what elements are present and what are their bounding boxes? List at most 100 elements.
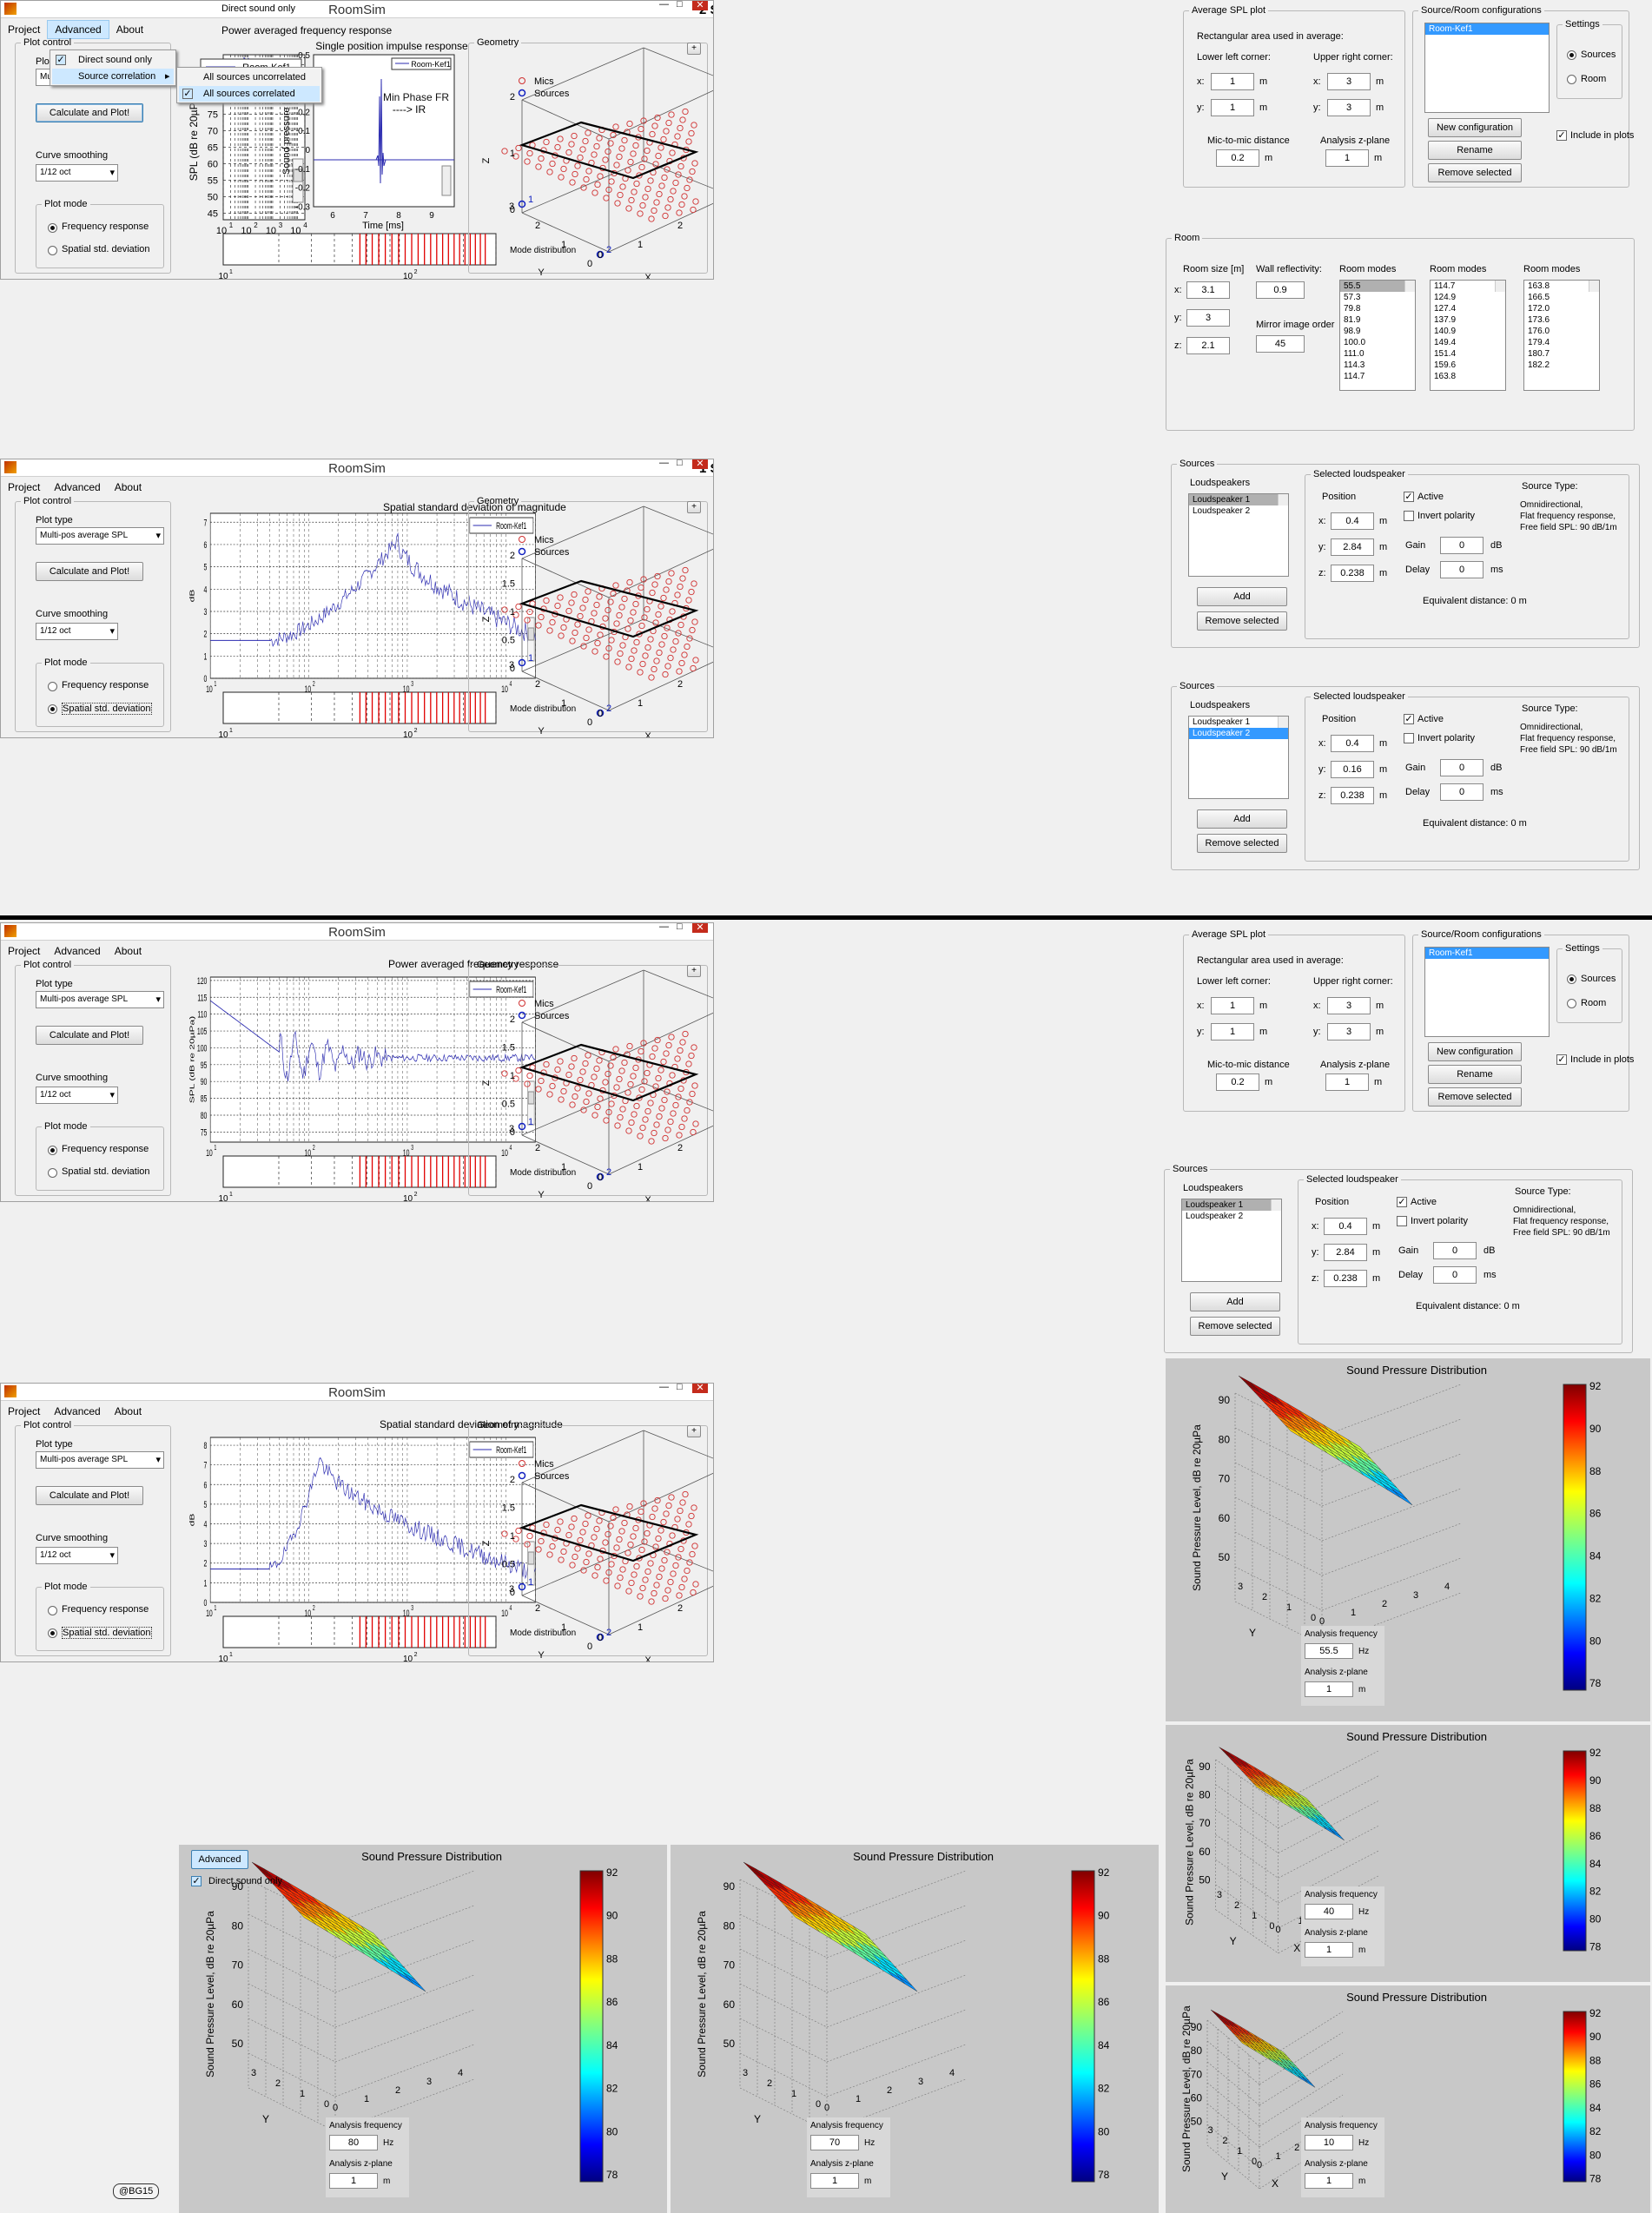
- loudspeaker-list[interactable]: Loudspeaker 1 Loudspeaker 2: [1181, 1199, 1282, 1282]
- delay-input[interactable]: 0: [1440, 783, 1483, 801]
- spatial-std-radio[interactable]: [48, 704, 57, 714]
- analysis-frequency-input[interactable]: 55.5: [1305, 1643, 1353, 1659]
- scrollbar[interactable]: [1278, 494, 1288, 505]
- pos-y-input[interactable]: 0.16: [1331, 761, 1374, 778]
- upper-right-x-input[interactable]: 3: [1327, 997, 1371, 1014]
- pos-y-input[interactable]: 2.84: [1331, 538, 1374, 556]
- pos-x-input[interactable]: 0.4: [1324, 1218, 1367, 1235]
- close-icon[interactable]: ✕: [692, 459, 708, 469]
- config-list-item[interactable]: Room-Kef1: [1425, 23, 1549, 35]
- calculate-button[interactable]: Calculate and Plot!: [36, 1026, 143, 1045]
- room-mode-item[interactable]: 166.5: [1528, 293, 1550, 302]
- active-checkbox[interactable]: ✓: [1404, 714, 1414, 724]
- delay-input[interactable]: 0: [1433, 1266, 1477, 1284]
- add-loudspeaker-button[interactable]: Add: [1197, 809, 1287, 829]
- room-x-input[interactable]: 3.1: [1186, 281, 1230, 299]
- geometry-expand-button[interactable]: +: [687, 1425, 701, 1437]
- include-in-plots-checkbox[interactable]: ✓: [1556, 130, 1567, 141]
- plot-type-select[interactable]: Multi-pos average SPL: [36, 991, 164, 1008]
- room-mode-item[interactable]: 163.8: [1528, 281, 1550, 291]
- spatial-std-radio[interactable]: [48, 1628, 57, 1638]
- menu-about[interactable]: About: [114, 481, 142, 493]
- room-mode-item[interactable]: 127.4: [1434, 304, 1457, 314]
- upper-right-y-input[interactable]: 3: [1327, 1023, 1371, 1040]
- add-loudspeaker-button[interactable]: Add: [1190, 1292, 1280, 1311]
- new-configuration-button[interactable]: New configuration: [1428, 1042, 1522, 1061]
- loudspeaker-1-item[interactable]: Loudspeaker 1: [1189, 494, 1288, 505]
- invert-polarity-checkbox[interactable]: [1404, 733, 1414, 743]
- all-correlated-item[interactable]: ✓ All sources correlated: [179, 86, 320, 102]
- plot-expand-button[interactable]: +: [713, 501, 714, 513]
- room-mode-item[interactable]: 57.3: [1344, 293, 1361, 302]
- pos-y-input[interactable]: 2.84: [1324, 1244, 1367, 1261]
- menu-advanced[interactable]: Advanced: [47, 20, 109, 39]
- maximize-icon[interactable]: □: [677, 459, 683, 468]
- active-checkbox[interactable]: ✓: [1404, 492, 1414, 502]
- loudspeaker-1-item[interactable]: Loudspeaker 1: [1182, 1199, 1281, 1211]
- spatial-std-radio[interactable]: [48, 246, 57, 255]
- lower-left-x-input[interactable]: 1: [1211, 997, 1254, 1014]
- room-mode-item[interactable]: 140.9: [1434, 327, 1457, 336]
- freq-response-radio[interactable]: [48, 1606, 57, 1615]
- room-mode-item[interactable]: 172.0: [1528, 304, 1550, 314]
- room-mode-item[interactable]: 173.6: [1528, 315, 1550, 325]
- delay-input[interactable]: 0: [1440, 561, 1483, 578]
- gain-input[interactable]: 0: [1433, 1242, 1477, 1259]
- room-modes-list[interactable]: 163.8 166.5 172.0 173.6 176.0 179.4 180.7 182.2: [1523, 280, 1600, 391]
- loudspeaker-2-item[interactable]: Loudspeaker 2: [1189, 728, 1288, 739]
- loudspeaker-list[interactable]: Loudspeaker 1 Loudspeaker 2: [1188, 493, 1289, 577]
- scrollbar[interactable]: [1589, 281, 1599, 292]
- loudspeaker-2-item[interactable]: Loudspeaker 2: [1193, 506, 1251, 516]
- room-z-input[interactable]: 2.1: [1186, 337, 1230, 354]
- remove-loudspeaker-button[interactable]: Remove selected: [1190, 1317, 1280, 1336]
- room-mode-item[interactable]: 98.9: [1344, 327, 1361, 336]
- analysis-zplane-input[interactable]: 1: [1305, 1942, 1353, 1958]
- room-mode-item[interactable]: 137.9: [1434, 315, 1457, 325]
- config-list[interactable]: Room-Kef1: [1424, 23, 1550, 113]
- curve-smoothing-select[interactable]: 1/12 oct: [36, 164, 118, 182]
- gain-input[interactable]: 0: [1440, 537, 1483, 554]
- analysis-zplane-input[interactable]: 1: [1305, 2173, 1353, 2189]
- room-mode-item[interactable]: 79.8: [1344, 304, 1361, 314]
- loudspeaker-list[interactable]: Loudspeaker 1 Loudspeaker 2: [1188, 716, 1289, 799]
- room-modes-list[interactable]: 55.5 57.3 79.8 81.9 98.9 100.0 111.0 114.3 114.7: [1339, 280, 1416, 391]
- remove-loudspeaker-button[interactable]: Remove selected: [1197, 834, 1287, 853]
- gain-input[interactable]: 0: [1440, 759, 1483, 776]
- curve-smoothing-select[interactable]: 1/12 oct: [36, 1547, 118, 1564]
- minimize-icon[interactable]: —: [659, 1383, 669, 1392]
- new-configuration-button[interactable]: New configuration: [1428, 118, 1522, 137]
- spatial-std-radio[interactable]: [48, 1168, 57, 1178]
- analysis-zplane-input[interactable]: 1: [1325, 1073, 1369, 1091]
- direct-sound-checkbox[interactable]: ✓: [191, 1876, 202, 1886]
- rename-button[interactable]: Rename: [1428, 141, 1522, 160]
- config-list[interactable]: Room-Kef1: [1424, 947, 1550, 1037]
- room-mode-item[interactable]: 55.5: [1340, 281, 1415, 292]
- mirror-order-input[interactable]: 45: [1256, 335, 1305, 353]
- room-mode-item[interactable]: 151.4: [1434, 349, 1457, 359]
- analysis-zplane-input[interactable]: 1: [810, 2173, 859, 2189]
- curve-smoothing-select[interactable]: 1/12 oct: [36, 1087, 118, 1104]
- calculate-button[interactable]: Calculate and Plot!: [36, 103, 143, 122]
- room-mode-item[interactable]: 81.9: [1344, 315, 1361, 325]
- menu-project[interactable]: Project: [8, 945, 41, 957]
- add-loudspeaker-button[interactable]: Add: [1197, 587, 1287, 606]
- menu-advanced[interactable]: Advanced: [54, 481, 101, 493]
- analysis-zplane-input[interactable]: 1: [1325, 149, 1369, 167]
- room-mode-item[interactable]: 159.6: [1434, 360, 1457, 370]
- room-mode-item[interactable]: 176.0: [1528, 327, 1550, 336]
- close-icon[interactable]: ✕: [692, 1384, 708, 1393]
- rename-button[interactable]: Rename: [1428, 1065, 1522, 1084]
- maximize-icon[interactable]: □: [677, 1383, 683, 1392]
- analysis-frequency-input[interactable]: 10: [1305, 2135, 1353, 2150]
- room-mode-item[interactable]: 114.3: [1344, 360, 1365, 370]
- freq-response-radio[interactable]: [48, 1146, 57, 1155]
- calculate-button[interactable]: Calculate and Plot!: [36, 562, 143, 581]
- sources-radio[interactable]: [1567, 50, 1576, 60]
- remove-loudspeaker-button[interactable]: Remove selected: [1197, 611, 1287, 631]
- wall-reflectivity-input[interactable]: 0.9: [1256, 281, 1305, 299]
- include-in-plots-checkbox[interactable]: ✓: [1556, 1054, 1567, 1065]
- remove-config-button[interactable]: Remove selected: [1428, 1087, 1522, 1106]
- plot-expand-button[interactable]: +: [713, 1418, 714, 1430]
- room-mode-item[interactable]: 114.7: [1344, 372, 1365, 381]
- room-y-input[interactable]: 3: [1186, 309, 1230, 327]
